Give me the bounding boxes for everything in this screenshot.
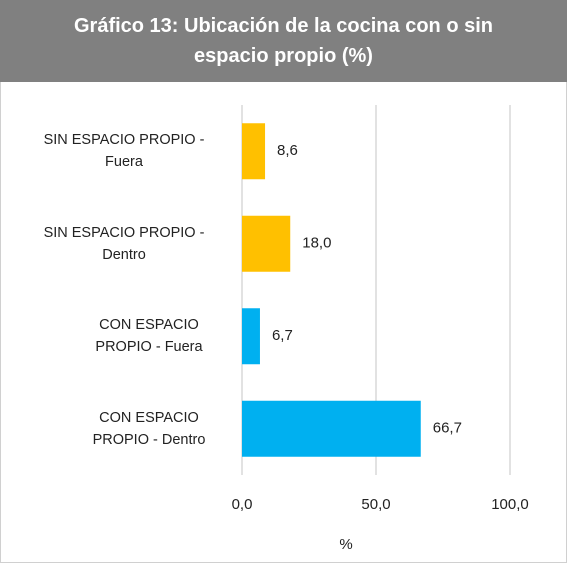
x-tick-label: 0,0 xyxy=(232,496,253,513)
x-tick-label: 100,0 xyxy=(491,496,529,513)
bar xyxy=(242,123,266,180)
chart-title: Gráfico 13: Ubicación de la cocina con o… xyxy=(0,0,567,82)
value-label: 66,7 xyxy=(433,420,462,437)
bar xyxy=(242,215,291,272)
y-tick-label: SIN ESPACIO PROPIO - Fuera xyxy=(43,132,205,171)
x-tick-label: 50,0 xyxy=(361,496,390,513)
y-tick-label: CON ESPACIO PROPIO - Dentro xyxy=(92,409,206,448)
value-label: 8,6 xyxy=(277,142,298,159)
value-label: 18,0 xyxy=(302,235,331,252)
x-axis-title: % xyxy=(339,536,352,553)
y-tick-label: CON ESPACIO PROPIO - Fuera xyxy=(95,317,203,356)
y-tick-label: SIN ESPACIO PROPIO - Dentro xyxy=(43,224,205,263)
value-label: 6,7 xyxy=(272,327,293,344)
bar xyxy=(242,400,421,457)
bar xyxy=(242,308,260,365)
